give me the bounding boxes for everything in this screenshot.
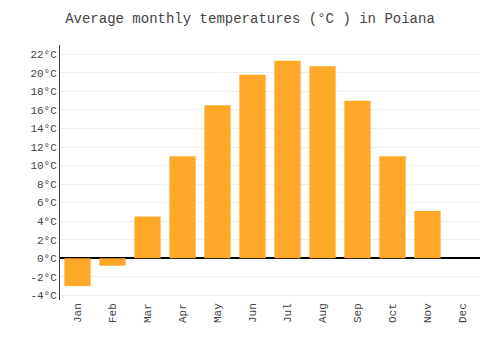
svg-text:Nov: Nov [422,303,434,323]
svg-text:Jun: Jun [247,303,259,323]
svg-text:18°C: 18°C [30,86,57,98]
svg-text:Jul: Jul [282,303,294,323]
svg-text:6°C: 6°C [37,197,57,209]
svg-text:Jan: Jan [72,303,84,323]
svg-text:8°C: 8°C [37,179,57,191]
svg-text:Feb: Feb [107,303,119,323]
svg-text:20°C: 20°C [30,68,57,80]
svg-text:Apr: Apr [177,303,189,323]
svg-text:-4°C: -4°C [30,290,57,302]
svg-text:12°C: 12°C [30,142,57,154]
svg-text:-2°C: -2°C [30,272,57,284]
svg-text:Sep: Sep [352,303,364,323]
svg-text:14°C: 14°C [30,123,57,135]
svg-text:2°C: 2°C [37,235,57,247]
svg-text:10°C: 10°C [30,160,57,172]
svg-text:Average monthly temperatures (: Average monthly temperatures (°C ) in Po… [65,11,435,27]
svg-text:Dec: Dec [457,303,469,323]
svg-text:22°C: 22°C [30,49,57,61]
svg-text:Aug: Aug [317,303,329,323]
svg-text:0°C: 0°C [37,253,57,265]
svg-text:May: May [212,303,224,323]
svg-text:4°C: 4°C [37,216,57,228]
svg-text:Mar: Mar [142,303,154,323]
svg-text:16°C: 16°C [30,105,57,117]
svg-text:Oct: Oct [387,303,399,323]
